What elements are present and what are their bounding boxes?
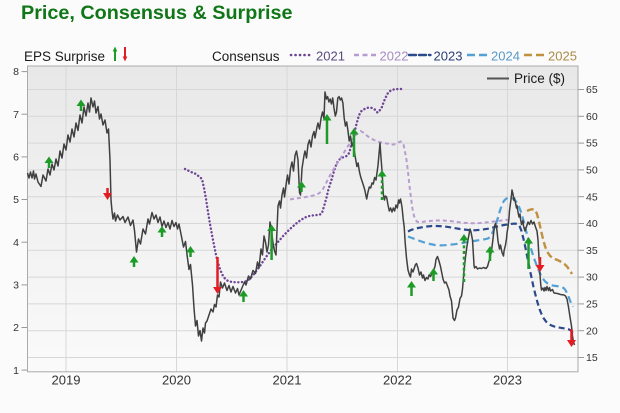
svg-text:15: 15 (586, 352, 598, 364)
svg-text:2: 2 (13, 322, 19, 334)
svg-text:25: 25 (586, 299, 598, 311)
svg-text:2020: 2020 (162, 373, 191, 388)
svg-text:2019: 2019 (52, 373, 81, 388)
svg-text:8: 8 (13, 66, 19, 78)
svg-text:Price ($): Price ($) (514, 71, 565, 86)
svg-text:2023: 2023 (434, 49, 463, 64)
svg-text:7: 7 (13, 109, 19, 121)
svg-text:65: 65 (586, 84, 598, 96)
svg-text:60: 60 (586, 111, 598, 123)
svg-text:EPS Surprise: EPS Surprise (24, 49, 105, 64)
svg-text:2021: 2021 (273, 373, 302, 388)
svg-text:45: 45 (586, 191, 598, 203)
svg-text:2024: 2024 (491, 49, 520, 64)
svg-text:6: 6 (13, 152, 19, 164)
svg-text:40: 40 (586, 218, 598, 230)
svg-text:Consensus: Consensus (212, 49, 280, 64)
svg-text:2021: 2021 (316, 49, 345, 64)
svg-text:5: 5 (13, 194, 19, 206)
svg-text:35: 35 (586, 245, 598, 257)
svg-text:2023: 2023 (493, 373, 522, 388)
svg-text:30: 30 (586, 272, 598, 284)
svg-text:55: 55 (586, 138, 598, 150)
svg-text:2022: 2022 (383, 373, 412, 388)
svg-text:50: 50 (586, 165, 598, 177)
svg-text:3: 3 (13, 280, 19, 292)
svg-text:4: 4 (13, 237, 19, 249)
svg-text:2022: 2022 (380, 49, 409, 64)
svg-text:1: 1 (13, 365, 19, 377)
svg-text:2025: 2025 (548, 49, 577, 64)
svg-text:20: 20 (586, 325, 598, 337)
